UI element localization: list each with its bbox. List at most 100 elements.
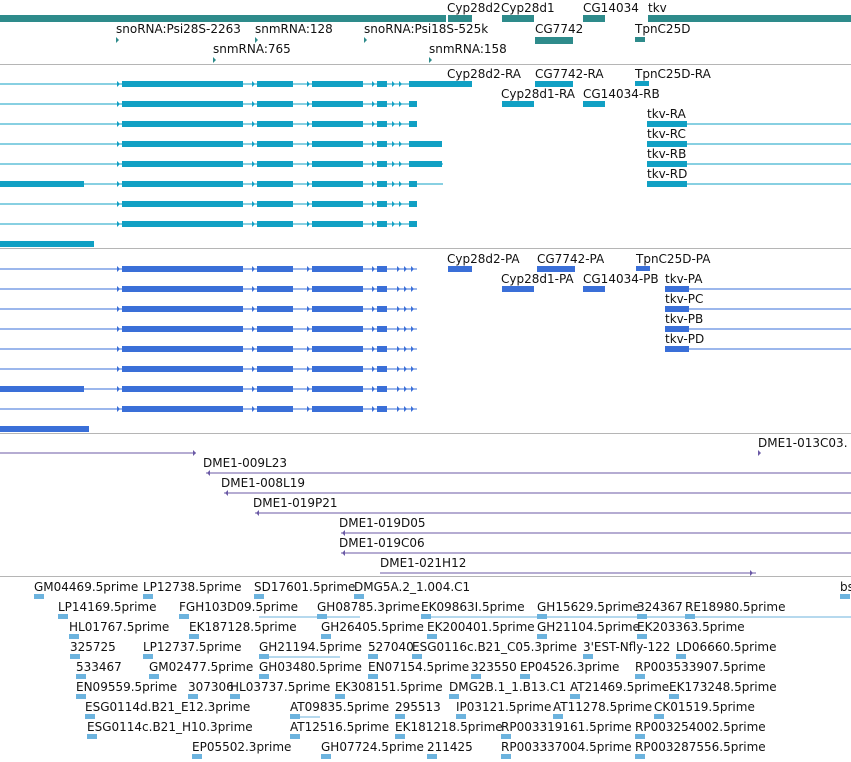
est-glyph[interactable]: [501, 754, 511, 759]
small-gene-arrow[interactable]: [255, 37, 258, 43]
transcript-strand-arrow[interactable]: [399, 161, 402, 167]
protein-label[interactable]: Cyp28d2-PA: [447, 252, 520, 266]
protein-label[interactable]: tkv-PB: [665, 312, 704, 326]
gene-label[interactable]: snmRNA:765: [213, 42, 291, 56]
transcript-strand-arrow[interactable]: [372, 121, 375, 127]
transcript-cyp28d1[interactable]: [502, 101, 534, 107]
transcript-strand-arrow[interactable]: [372, 201, 375, 207]
protein-tkv[interactable]: [665, 326, 689, 332]
transcript-exon[interactable]: [312, 101, 363, 107]
est-label[interactable]: RP003319161.5prime: [501, 720, 632, 734]
protein-strand-arrow[interactable]: [411, 366, 414, 372]
est-label[interactable]: ESG0116c.B21_C05.3prime: [412, 640, 578, 654]
transcript-exon[interactable]: [257, 141, 293, 147]
transcript-exon[interactable]: [377, 181, 387, 187]
est-glyph[interactable]: [34, 594, 44, 599]
est-label[interactable]: RP003533907.5prime: [635, 660, 766, 674]
protein-label[interactable]: CG14034-PB: [583, 272, 659, 286]
protein-exon[interactable]: [377, 306, 387, 312]
protein-exon[interactable]: [122, 386, 243, 392]
transcript-exon[interactable]: [377, 81, 387, 87]
est-glyph[interactable]: [290, 734, 300, 739]
protein-strand-arrow[interactable]: [372, 386, 375, 392]
est-glyph[interactable]: [427, 634, 437, 639]
transcript-label[interactable]: tkv-RB: [647, 147, 687, 161]
clone-label[interactable]: DME1-008L19: [221, 476, 305, 490]
est-label[interactable]: EK187128.5prime: [189, 620, 297, 634]
gene-label[interactable]: CG7742: [535, 22, 584, 36]
transcript-tkv[interactable]: [647, 181, 687, 187]
transcript-label[interactable]: CG14034-RB: [583, 87, 660, 101]
transcript-exon[interactable]: [409, 81, 451, 87]
est-glyph[interactable]: [85, 714, 95, 719]
protein-exon[interactable]: [257, 366, 293, 372]
est-label[interactable]: GH21194.5prime: [259, 640, 362, 654]
gene-bar-tkv[interactable]: [648, 15, 851, 22]
protein-exon[interactable]: [377, 406, 387, 412]
protein-strand-arrow[interactable]: [411, 306, 414, 312]
est-glyph[interactable]: [368, 654, 378, 659]
est-glyph[interactable]: [354, 594, 364, 599]
transcript-exon[interactable]: [377, 141, 387, 147]
transcript-exon[interactable]: [257, 161, 293, 167]
transcript-exon[interactable]: [122, 101, 243, 107]
est-label[interactable]: EK181218.5prime: [395, 720, 503, 734]
protein-strand-arrow[interactable]: [372, 306, 375, 312]
protein-exon[interactable]: [257, 386, 293, 392]
gene-bar-left[interactable]: [0, 15, 446, 22]
transcript-exon[interactable]: [312, 201, 363, 207]
clone-end[interactable]: [750, 570, 753, 576]
protein-strand-arrow[interactable]: [252, 406, 255, 412]
protein-strand-arrow[interactable]: [372, 326, 375, 332]
transcript-label[interactable]: tkv-RC: [647, 127, 686, 141]
est-label[interactable]: 533467: [76, 660, 122, 674]
est-glyph[interactable]: [143, 594, 153, 599]
est-label[interactable]: GH21104.5prime: [537, 620, 640, 634]
transcript-strand-arrow[interactable]: [307, 81, 310, 87]
protein-strand-arrow[interactable]: [252, 346, 255, 352]
transcript-exon[interactable]: [312, 181, 363, 187]
protein-strand-arrow[interactable]: [404, 306, 407, 312]
transcript-exon[interactable]: [377, 161, 387, 167]
est-label[interactable]: 3'EST-Nfly-122: [583, 640, 671, 654]
transcript-strand-arrow[interactable]: [372, 141, 375, 147]
transcript-exon[interactable]: [409, 221, 417, 227]
clone-end[interactable]: [342, 530, 345, 536]
protein-strand-arrow[interactable]: [117, 326, 120, 332]
transcript-strand-arrow[interactable]: [307, 101, 310, 107]
protein-exon[interactable]: [257, 266, 293, 272]
protein-strand-arrow[interactable]: [252, 306, 255, 312]
gene-label[interactable]: CG14034: [583, 1, 639, 15]
transcript-strand-arrow[interactable]: [252, 141, 255, 147]
clone-end[interactable]: [207, 470, 210, 476]
transcript-strand-arrow[interactable]: [252, 221, 255, 227]
clone-label[interactable]: DME1-019D05: [339, 516, 426, 530]
est-label[interactable]: HL01767.5prime: [69, 620, 170, 634]
protein-tkv[interactable]: [665, 306, 689, 312]
est-label[interactable]: EN09559.5prime: [76, 680, 178, 694]
transcript-cyp28d2[interactable]: [448, 81, 472, 87]
protein-strand-arrow[interactable]: [252, 286, 255, 292]
transcript-strand-arrow[interactable]: [399, 201, 402, 207]
transcript-strand-arrow[interactable]: [117, 221, 120, 227]
protein-strand-arrow[interactable]: [117, 266, 120, 272]
protein-exon[interactable]: [122, 286, 243, 292]
transcript-label[interactable]: tkv-RD: [647, 167, 688, 181]
protein-cg7742[interactable]: [537, 266, 575, 272]
est-glyph[interactable]: [501, 734, 511, 739]
clone-label[interactable]: DME1-013C03.: [758, 436, 848, 450]
protein-cyp28d2[interactable]: [448, 266, 472, 272]
est-label[interactable]: EK173248.5prime: [669, 680, 777, 694]
protein-strand-arrow[interactable]: [397, 266, 400, 272]
protein-strand-arrow[interactable]: [397, 306, 400, 312]
est-glyph[interactable]: [143, 654, 153, 659]
est-label[interactable]: 323550: [471, 660, 517, 674]
protein-exon[interactable]: [377, 326, 387, 332]
transcript-exon[interactable]: [409, 141, 442, 147]
protein-strand-arrow[interactable]: [117, 346, 120, 352]
est-label[interactable]: EK09863I.5prime: [421, 600, 525, 614]
est-label[interactable]: EK200401.5prime: [427, 620, 535, 634]
gene-bar-cyp28d2[interactable]: [448, 15, 472, 22]
est-glyph[interactable]: [70, 654, 80, 659]
est-glyph[interactable]: [230, 694, 240, 699]
